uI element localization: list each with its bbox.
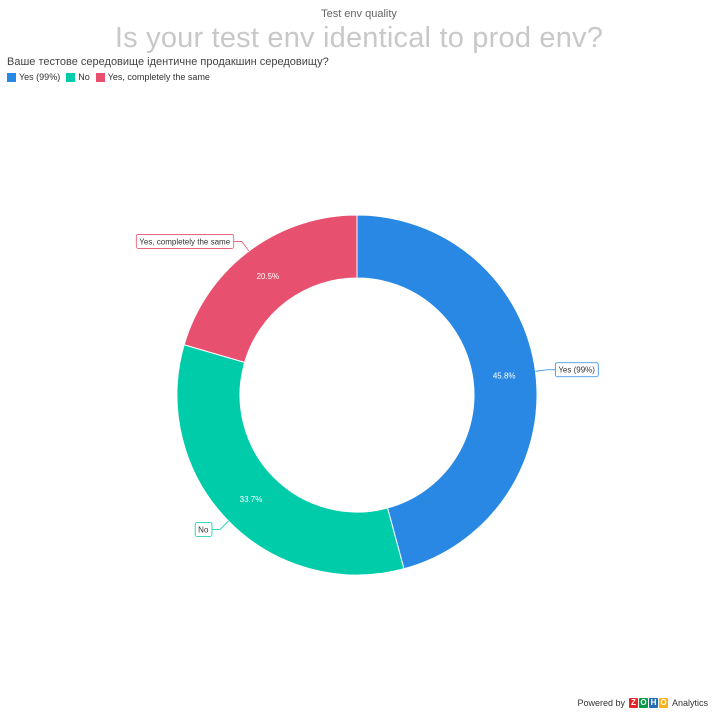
powered-by-text: Powered by bbox=[577, 698, 625, 708]
callout-line bbox=[233, 241, 250, 252]
legend-swatch bbox=[7, 72, 16, 82]
zoho-logo-letter: O bbox=[638, 698, 648, 708]
legend: Yes (99%) No Yes, completely the same bbox=[7, 72, 210, 82]
legend-swatch bbox=[95, 72, 105, 82]
legend-label: No bbox=[78, 72, 90, 82]
footer: Powered by Z O H O Analytics bbox=[577, 698, 708, 708]
zoho-logo-letter: H bbox=[648, 698, 658, 708]
donut-slice-yes-completely-the-same[interactable] bbox=[183, 214, 358, 363]
slice-value-label: 33.7% bbox=[240, 495, 263, 504]
chart-title: Is your test env identical to prod env? bbox=[114, 22, 604, 54]
slice-value-label: 20.5% bbox=[256, 272, 279, 281]
slice-value-label: 45.8% bbox=[493, 371, 516, 380]
callout-box bbox=[554, 362, 599, 378]
callout-line bbox=[535, 369, 556, 372]
legend-item-completely-same[interactable]: Yes, completely the same bbox=[95, 72, 210, 82]
legend-label: Yes, completely the same bbox=[107, 72, 210, 82]
callout-line bbox=[211, 520, 229, 530]
legend-item-yes-99[interactable]: Yes (99%) bbox=[7, 72, 60, 82]
zoho-logo: Z O H O bbox=[628, 698, 668, 708]
callout-box bbox=[194, 522, 213, 537]
callout-label: No bbox=[198, 525, 209, 534]
legend-label: Yes (99%) bbox=[19, 72, 61, 82]
chart-subtitle: Ваше тестове середовище ідентичне продак… bbox=[7, 56, 329, 68]
zoho-logo-letter: Z bbox=[628, 698, 638, 708]
callout-label: Yes (99%) bbox=[558, 366, 595, 375]
legend-swatch bbox=[66, 72, 76, 82]
callout-label: Yes, completely the same bbox=[139, 237, 230, 246]
legend-item-no[interactable]: No bbox=[66, 72, 90, 82]
callout-box bbox=[135, 234, 235, 249]
zoho-logo-letter: O bbox=[658, 698, 668, 708]
chart-group-title: Test env quality bbox=[321, 8, 397, 20]
donut-slice-no[interactable] bbox=[176, 344, 405, 576]
donut-slice-yes-99[interactable] bbox=[356, 214, 538, 570]
analytics-text: Analytics bbox=[671, 698, 708, 708]
